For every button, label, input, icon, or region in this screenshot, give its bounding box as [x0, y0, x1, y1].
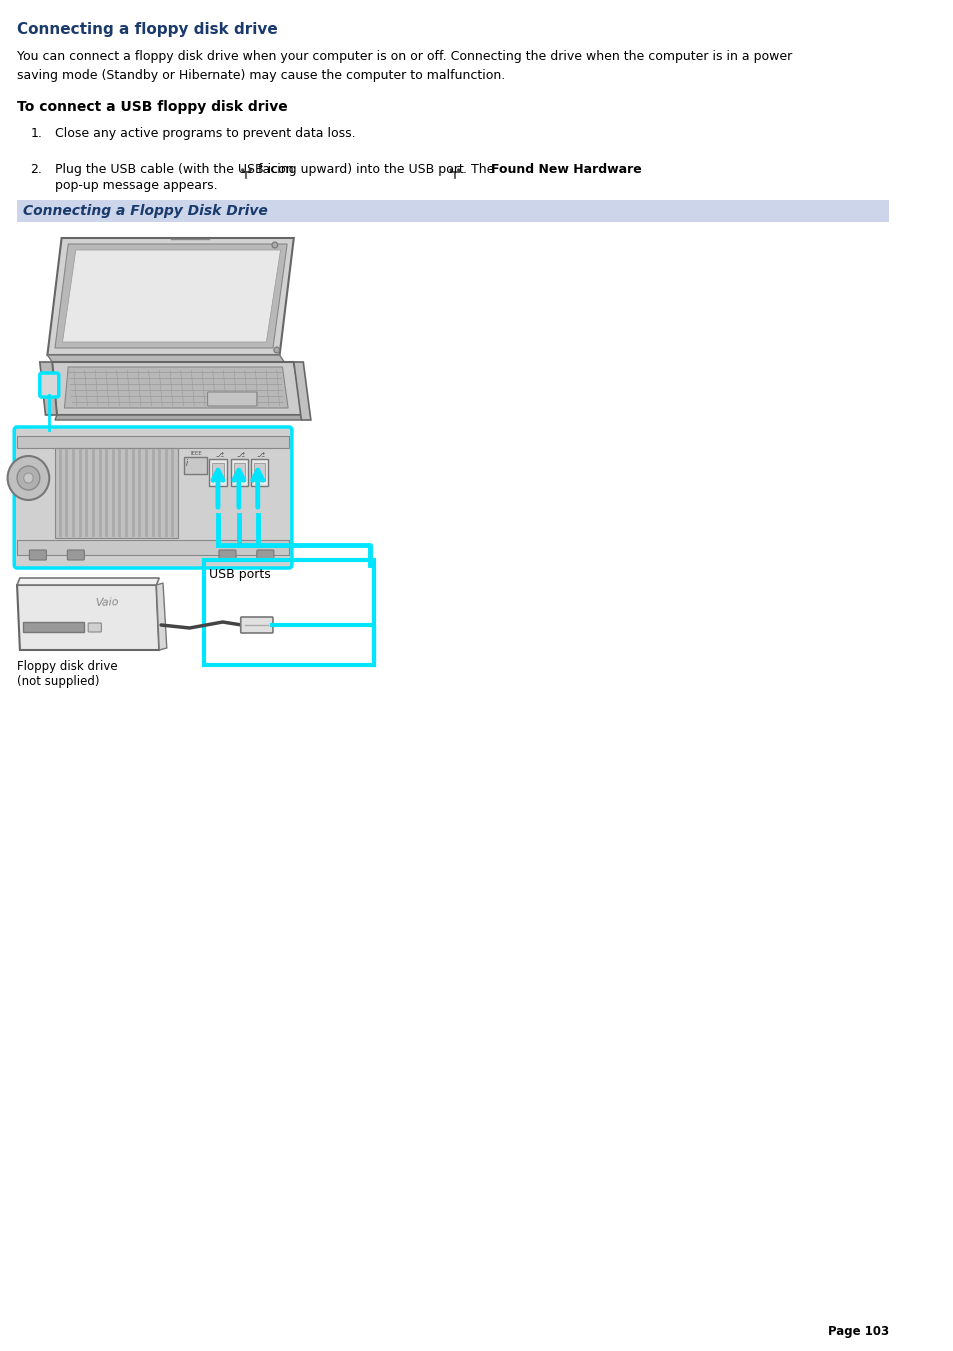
Circle shape [272, 242, 277, 249]
Polygon shape [17, 540, 289, 555]
Polygon shape [52, 362, 303, 415]
Text: 2.: 2. [30, 163, 42, 176]
Polygon shape [17, 436, 289, 449]
FancyBboxPatch shape [208, 392, 256, 407]
Circle shape [17, 466, 40, 490]
FancyBboxPatch shape [240, 617, 273, 634]
Text: IEEE: IEEE [191, 451, 202, 457]
FancyBboxPatch shape [14, 427, 292, 567]
Circle shape [24, 473, 33, 484]
Text: ⎇: ⎇ [215, 453, 223, 458]
FancyBboxPatch shape [184, 457, 207, 474]
FancyBboxPatch shape [256, 550, 274, 561]
Circle shape [450, 169, 452, 172]
Circle shape [249, 169, 251, 172]
Polygon shape [55, 415, 303, 420]
Polygon shape [48, 355, 284, 362]
Text: ⎇: ⎇ [256, 453, 265, 458]
Polygon shape [63, 250, 280, 342]
Polygon shape [156, 584, 167, 650]
FancyBboxPatch shape [23, 621, 84, 632]
FancyBboxPatch shape [30, 550, 47, 561]
FancyBboxPatch shape [88, 623, 101, 632]
Text: Plug the USB cable (with the USB icon: Plug the USB cable (with the USB icon [55, 163, 297, 176]
FancyBboxPatch shape [251, 459, 268, 486]
Circle shape [274, 347, 279, 353]
Text: i: i [186, 458, 188, 467]
Text: Connecting a Floppy Disk Drive: Connecting a Floppy Disk Drive [23, 204, 267, 218]
Text: Found New Hardware: Found New Hardware [491, 163, 641, 176]
FancyBboxPatch shape [233, 463, 245, 481]
Text: Close any active programs to prevent data loss.: Close any active programs to prevent dat… [55, 127, 355, 141]
Text: USB ports: USB ports [209, 567, 270, 581]
FancyBboxPatch shape [213, 463, 223, 481]
Polygon shape [17, 585, 159, 650]
FancyBboxPatch shape [218, 550, 235, 561]
Circle shape [241, 169, 243, 172]
FancyBboxPatch shape [231, 459, 248, 486]
FancyBboxPatch shape [210, 459, 226, 486]
Text: pop-up message appears.: pop-up message appears. [55, 178, 217, 192]
Text: Floppy disk drive: Floppy disk drive [17, 661, 117, 673]
Polygon shape [40, 362, 57, 415]
FancyBboxPatch shape [40, 373, 59, 397]
Text: facing upward) into the USB port: facing upward) into the USB port [253, 163, 467, 176]
Text: To connect a USB floppy disk drive: To connect a USB floppy disk drive [17, 100, 288, 113]
Circle shape [457, 169, 459, 172]
Text: Connecting a floppy disk drive: Connecting a floppy disk drive [17, 22, 277, 36]
Polygon shape [55, 245, 287, 349]
Text: You can connect a floppy disk drive when your computer is on or off. Connecting : You can connect a floppy disk drive when… [17, 50, 792, 82]
Polygon shape [48, 238, 294, 355]
Text: Vaio: Vaio [94, 597, 118, 608]
Circle shape [8, 457, 50, 500]
Polygon shape [65, 367, 288, 408]
FancyBboxPatch shape [55, 449, 178, 538]
Polygon shape [294, 362, 311, 420]
Text: . The: . The [462, 163, 497, 176]
FancyBboxPatch shape [17, 200, 888, 222]
FancyBboxPatch shape [68, 550, 84, 561]
Text: Page 103: Page 103 [827, 1325, 888, 1337]
Polygon shape [17, 578, 159, 585]
FancyBboxPatch shape [253, 463, 265, 481]
Text: 1.: 1. [30, 127, 42, 141]
Text: (not supplied): (not supplied) [17, 676, 99, 688]
Text: ⎇: ⎇ [236, 453, 245, 458]
